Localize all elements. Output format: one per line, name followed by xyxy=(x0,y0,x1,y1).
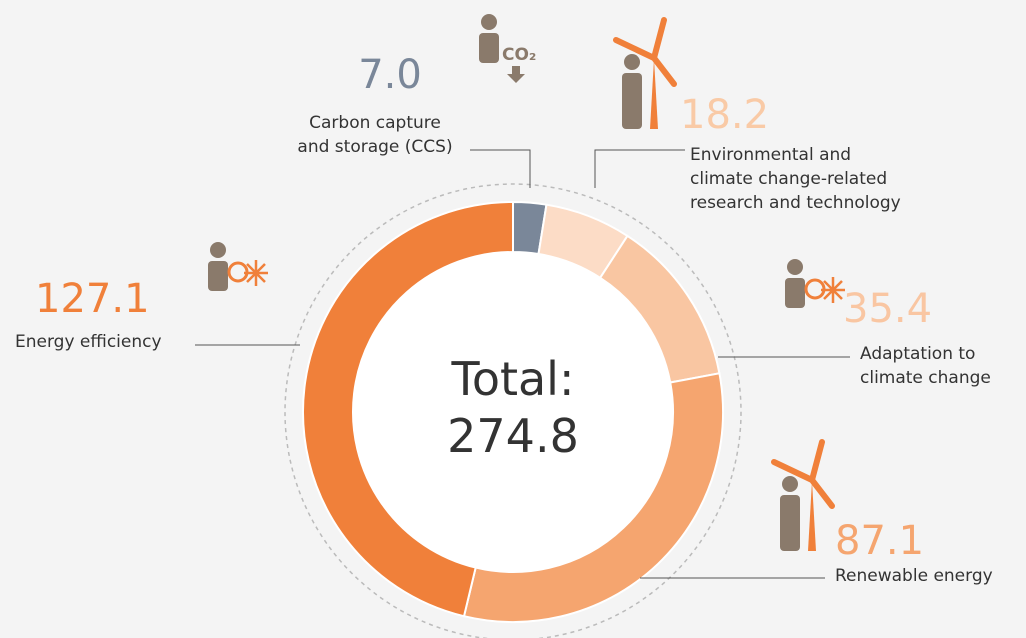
category-label: Adaptation to climate change xyxy=(860,344,991,388)
total-label: Total: xyxy=(451,352,575,406)
leader-line xyxy=(470,149,531,188)
dashed-ring xyxy=(284,183,742,638)
icon-ccs: CO₂ xyxy=(479,14,536,83)
value-label: 35.4 xyxy=(843,286,932,332)
category-label: Energy efficiency xyxy=(15,332,162,352)
value-label: 87.1 xyxy=(835,518,924,564)
leader-line xyxy=(594,149,685,188)
icon-climate-1 xyxy=(208,242,268,291)
icon-climate-2 xyxy=(785,259,845,308)
svg-text:CO₂: CO₂ xyxy=(502,45,536,65)
donut-hole xyxy=(353,252,673,572)
category-label: Carbon capture and storage (CCS) xyxy=(297,113,452,157)
value-label: 18.2 xyxy=(680,92,769,138)
total-value: 274.8 xyxy=(447,409,579,463)
value-label: 7.0 xyxy=(358,52,422,98)
icon-wind-2 xyxy=(771,439,835,551)
category-label: Environmental and climate change-related r… xyxy=(690,145,901,213)
value-label: 127.1 xyxy=(35,276,150,322)
category-label: Renewable energy xyxy=(835,566,993,586)
icon-wind-1 xyxy=(613,17,677,129)
